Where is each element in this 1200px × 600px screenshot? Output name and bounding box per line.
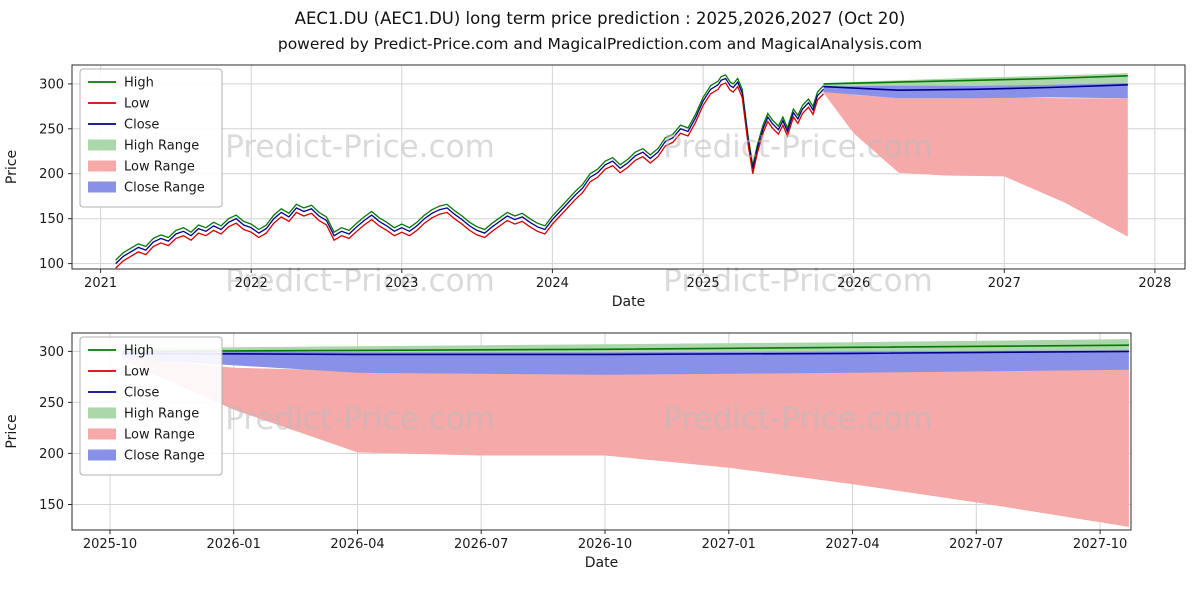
low-range-band [122, 356, 1129, 527]
legend-patch-swatch [88, 449, 116, 461]
x-tick-label: 2027-04 [825, 537, 879, 552]
legend-label: Low Range [124, 428, 195, 443]
y-tick-label: 100 [39, 257, 64, 272]
legend-label: High [124, 344, 154, 359]
x-tick-label: 2022 [235, 276, 268, 291]
y-tick-label: 200 [39, 447, 64, 462]
legend-patch-swatch [88, 139, 116, 151]
y-tick-label: 150 [39, 498, 64, 513]
x-tick-label: 2026-07 [454, 537, 508, 552]
legend-label: Close [124, 386, 159, 401]
axes-frame [71, 332, 1132, 531]
history-close-line [115, 77, 824, 265]
legend-label: Low [124, 97, 150, 112]
x-tick-label: 2026-10 [578, 537, 632, 552]
axes-frame [71, 64, 1186, 270]
y-tick-label: 250 [39, 396, 64, 411]
y-tick-label: 300 [39, 345, 64, 360]
x-tick-label: 2027-01 [702, 537, 756, 552]
legend-label: High Range [124, 407, 199, 422]
legend-label: Close [124, 118, 159, 133]
watermark-text: Predict-Price.com [225, 129, 495, 165]
legend-label: High [124, 76, 154, 91]
prediction-close-line [122, 350, 1129, 356]
legend-patch-swatch [88, 181, 116, 193]
prediction-zoom-chart: Predict-Price.com Predict-Price.com 2025-1… [4, 332, 1132, 571]
x-tick-label: 2021 [84, 276, 117, 291]
price-history-and-prediction-chart: Predict-Price.com Predict-Price.comPredic… [4, 64, 1186, 310]
x-tick-label: 2027 [988, 276, 1021, 291]
watermark-text: Predict-Price.com [663, 401, 933, 437]
x-tick-label: 2026-01 [207, 537, 261, 552]
x-tick-label: 2027-07 [949, 537, 1003, 552]
prediction-high-line [823, 75, 1128, 85]
legend-label: Close Range [124, 449, 205, 464]
x-tick-label: 2027-10 [1073, 537, 1127, 552]
y-tick-label: 150 [39, 212, 64, 227]
low-range-band [823, 90, 1128, 237]
watermark-text: Predict-Price.com [225, 401, 495, 437]
legend-label: Close Range [124, 181, 205, 196]
prediction-close-line [823, 84, 1128, 92]
y-tick-label: 300 [39, 77, 64, 92]
y-axis-label: Price [4, 150, 20, 184]
close-range-band [122, 350, 1129, 375]
y-axis-label: Price [4, 414, 20, 448]
x-tick-label: 2028 [1138, 276, 1171, 291]
history-high-line [115, 74, 824, 261]
legend-label: Low [124, 365, 150, 380]
legend-patch-swatch [88, 407, 116, 419]
x-tick-label: 2024 [536, 276, 569, 291]
legend-patch-swatch [88, 160, 116, 172]
y-tick-label: 250 [39, 122, 64, 137]
x-tick-label: 2025 [687, 276, 720, 291]
prediction-high-line [122, 344, 1129, 353]
x-tick-label: 2026 [837, 276, 870, 291]
x-axis-label: Date [612, 294, 645, 310]
x-tick-label: 2026-04 [330, 537, 384, 552]
legend-label: Low Range [124, 160, 195, 175]
history-low-line [115, 82, 824, 269]
chart-subtitle: powered by Predict-Price.com and Magical… [277, 35, 923, 53]
y-tick-label: 200 [39, 167, 64, 182]
x-tick-label: 2025-10 [83, 537, 137, 552]
legend-label: High Range [124, 139, 199, 154]
x-axis-label: Date [585, 555, 618, 571]
x-tick-label: 2023 [385, 276, 418, 291]
chart-title: AEC1.DU (AEC1.DU) long term price predic… [294, 9, 906, 28]
watermark-text: Predict-Price.com [663, 129, 933, 165]
legend-patch-swatch [88, 428, 116, 440]
